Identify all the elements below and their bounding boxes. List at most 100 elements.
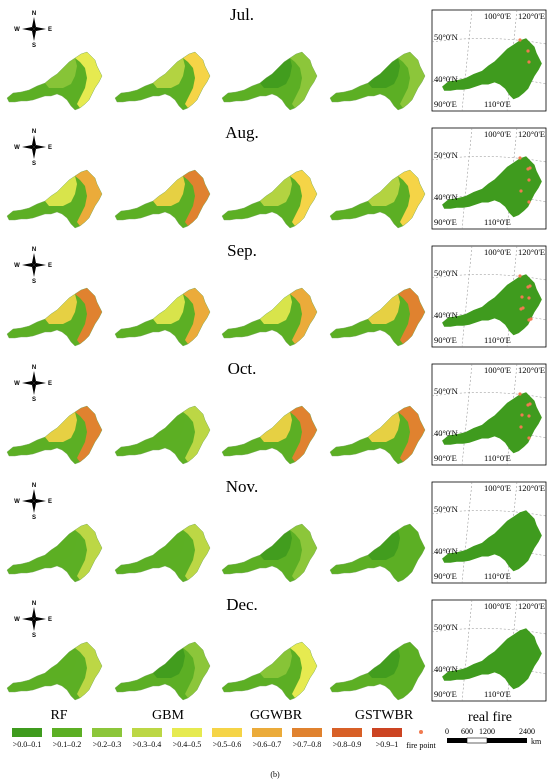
legend-swatch [252, 728, 282, 737]
compass-label: W [14, 145, 20, 151]
graticule-label: 100°0'E [484, 11, 511, 21]
compass-label: E [48, 145, 52, 151]
probability-map [114, 641, 211, 701]
fire-point [518, 38, 522, 42]
probability-map [114, 523, 211, 583]
legend-swatch [132, 728, 162, 737]
graticule-label: 120°0'E [518, 11, 545, 21]
real-fire-map: 100°0'E 120°0'E 50°0'N 40°0'N 90°0'E 110°0'E [431, 9, 547, 112]
probability-map [6, 169, 103, 229]
legend-class-label: >0.7–0.8 [293, 740, 322, 749]
real-fire-map: 100°0'E 120°0'E 50°0'N 40°0'N 90°0'E 110°0'E [431, 363, 547, 466]
model-label: GGWBR [250, 708, 303, 723]
graticule-label: 100°0'E [484, 129, 511, 139]
graticule-label: 100°0'E [484, 601, 511, 611]
graticule-label: 110°0'E [484, 99, 511, 109]
legend-class-label: >0.0–0.1 [13, 740, 42, 749]
probability-map [329, 523, 426, 583]
month-title: Nov. [226, 477, 258, 496]
model-label: GSTWBR [355, 708, 414, 723]
north-arrow-icon: N S E W [14, 483, 52, 521]
probability-map [221, 523, 318, 583]
legend-swatch [212, 728, 242, 737]
model-label: RF [50, 708, 67, 723]
compass-label: N [32, 11, 36, 17]
legend-class-label: >0.1–0.2 [53, 740, 82, 749]
compass-label: S [32, 515, 36, 521]
north-arrow-icon: N S E W [14, 365, 52, 403]
legend-class-label: >0.9–1 [376, 740, 399, 749]
fire-point [518, 274, 522, 278]
fire-point [527, 60, 531, 64]
scale-tick-label: 2400 [519, 727, 535, 736]
graticule-label: 110°0'E [484, 335, 511, 345]
north-arrow-icon: N S E W [14, 247, 52, 285]
graticule-label: 90°0'E [434, 335, 457, 345]
compass-label: E [48, 381, 52, 387]
compass-label: S [32, 161, 36, 167]
graticule-label: 110°0'E [484, 689, 511, 699]
model-label: GBM [152, 708, 184, 723]
compass-label: N [32, 365, 36, 371]
compass-label: W [14, 27, 20, 33]
month-row: Oct. N S E W 100°0'E 120°0'E 50°0'N 40°0'N 90°0'E… [6, 359, 547, 466]
probability-map [114, 287, 211, 347]
legend-swatch [372, 728, 402, 737]
fire-point [528, 402, 532, 406]
probability-map [221, 405, 318, 465]
scale-tick-label: 0 [445, 727, 449, 736]
graticule-label: 100°0'E [484, 247, 511, 257]
fire-point [519, 189, 523, 193]
probability-map [329, 405, 426, 465]
probability-map [6, 51, 103, 111]
fire-point-label: fire point [406, 741, 436, 750]
month-row: Nov. N S E W 100°0'E 120°0'E 50°0'N 40°0'N 90°0'E… [6, 477, 547, 584]
compass-label: E [48, 27, 52, 33]
graticule-label: 50°0'N [434, 386, 458, 396]
legend-swatch [332, 728, 362, 737]
real-fire-map: 100°0'E 120°0'E 50°0'N 40°0'N 90°0'E 110°0'E [431, 245, 547, 348]
graticule-label: 110°0'E [484, 571, 511, 581]
month-title: Aug. [225, 123, 259, 142]
legend-class-label: >0.6–0.7 [253, 740, 282, 749]
legend-swatch [292, 728, 322, 737]
compass-label: W [14, 499, 20, 505]
graticule-label: 120°0'E [518, 365, 545, 375]
fire-point-swatch [419, 730, 423, 734]
graticule-label: 50°0'N [434, 268, 458, 278]
month-title: Dec. [226, 595, 258, 614]
fire-point [527, 200, 531, 204]
legend-class-label: >0.4–0.5 [173, 740, 202, 749]
fire-point [518, 156, 522, 160]
compass-label: S [32, 633, 36, 639]
legend-class-label: >0.3–0.4 [133, 740, 162, 749]
graticule-label: 40°0'N [434, 310, 458, 320]
real-fire-label: real fire [468, 710, 512, 725]
compass-label: W [14, 381, 20, 387]
graticule-label: 110°0'E [484, 217, 511, 227]
fire-point [527, 178, 531, 182]
fire-point [527, 436, 531, 440]
compass-label: E [48, 499, 52, 505]
graticule-label: 90°0'E [434, 99, 457, 109]
probability-map [6, 405, 103, 465]
probability-map [329, 641, 426, 701]
fire-point [528, 166, 532, 170]
graticule-label: 50°0'N [434, 504, 458, 514]
compass-label: S [32, 397, 36, 403]
scale-tick-label: 1200 [479, 727, 495, 736]
fire-point [527, 296, 531, 300]
fire-point [527, 414, 531, 418]
compass-label: N [32, 601, 36, 607]
fire-point [520, 295, 524, 299]
graticule-label: 90°0'E [434, 689, 457, 699]
graticule-label: 90°0'E [434, 453, 457, 463]
north-arrow-icon: N S E W [14, 11, 52, 49]
sub-caption: (b) [270, 770, 280, 779]
month-title: Sep. [227, 241, 257, 260]
graticule-label: 110°0'E [484, 453, 511, 463]
month-row: Aug. N S E W 100°0'E 120°0'E 50°0'N 40°0'N 90°0'E… [6, 123, 547, 230]
graticule-label: 120°0'E [518, 601, 545, 611]
probability-map [329, 51, 426, 111]
